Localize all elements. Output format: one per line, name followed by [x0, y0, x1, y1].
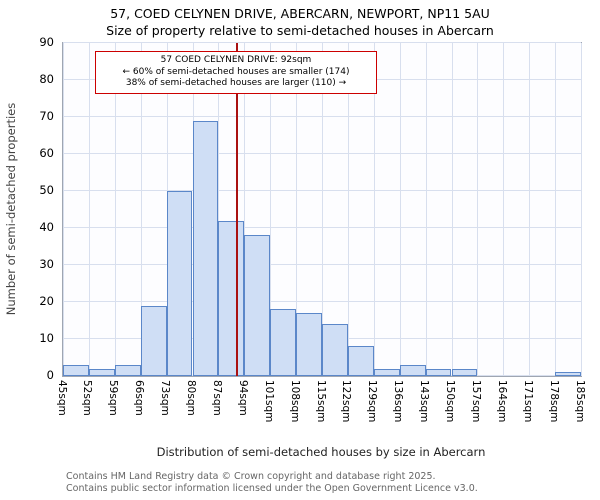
v-gridline — [88, 43, 90, 376]
x-tick-label: 122sqm — [340, 380, 353, 423]
annotation-line-3: 38% of semi-detached houses are larger (… — [125, 78, 347, 89]
x-tick-label: 108sqm — [288, 380, 301, 423]
x-tick-label: 94sqm — [236, 380, 249, 416]
v-gridline — [581, 43, 582, 376]
x-tick-label: 164sqm — [495, 380, 508, 423]
v-gridline — [347, 43, 349, 376]
x-tick-label: 185sqm — [573, 380, 586, 423]
x-tick-label: 143sqm — [418, 380, 431, 423]
x-tick-label: 59sqm — [107, 380, 120, 416]
footer-line-1: Contains HM Land Registry data © Crown c… — [66, 471, 436, 482]
x-tick-label: 45sqm — [55, 380, 68, 416]
v-gridline — [296, 43, 298, 376]
x-tick-label: 136sqm — [392, 380, 405, 423]
y-tick-label: 80 — [39, 72, 54, 86]
x-tick-label: 178sqm — [547, 380, 560, 423]
bar-59sqm — [114, 364, 141, 376]
v-gridline — [244, 43, 246, 376]
annotation-line-1: 57 COED CELYNEN DRIVE: 92sqm — [160, 55, 312, 65]
x-tick-label: 101sqm — [262, 380, 275, 423]
footer: Contains HM Land Registry data © Crown c… — [66, 471, 478, 495]
bar-101sqm — [270, 309, 297, 376]
x-tick-label: 87sqm — [210, 380, 223, 416]
bar-178sqm — [555, 372, 581, 376]
v-gridline — [529, 43, 531, 376]
bar-66sqm — [140, 305, 167, 376]
y-tick-label: 90 — [39, 35, 54, 49]
y-tick-label: 0 — [46, 368, 54, 382]
x-axis-title: Distribution of semi-detached houses by … — [156, 445, 486, 459]
y-tick-label: 40 — [39, 220, 54, 234]
bar-115sqm — [322, 324, 348, 376]
footer-line-2: Contains public sector information licen… — [66, 482, 478, 494]
bar-129sqm — [373, 368, 400, 376]
v-gridline — [140, 43, 142, 376]
bar-136sqm — [399, 364, 426, 376]
bar-80sqm — [192, 120, 219, 376]
y-tick-label: 50 — [39, 183, 54, 197]
y-axis-title: Number of semi-detached properties — [4, 102, 18, 315]
x-tick-label: 129sqm — [366, 380, 379, 423]
x-tick-label: 80sqm — [185, 380, 197, 416]
y-axis-title-wrap: Number of semi-detached properties — [0, 42, 22, 375]
y-tick-label: 10 — [39, 331, 54, 345]
bar-45sqm — [63, 364, 89, 376]
v-gridline — [425, 43, 427, 376]
plot-area: 57 COED CELYNEN DRIVE: 92sqm ← 60% of se… — [62, 42, 582, 377]
bar-150sqm — [451, 368, 478, 376]
v-gridline — [451, 43, 453, 376]
annotation-line-2: ← 60% of semi-detached houses are smalle… — [122, 66, 350, 77]
annotation-box: 57 COED CELYNEN DRIVE: 92sqm ← 60% of se… — [95, 51, 377, 95]
y-tick-label: 20 — [39, 294, 54, 308]
v-gridline — [218, 43, 220, 376]
bar-108sqm — [296, 313, 322, 376]
v-gridline — [114, 43, 116, 376]
v-gridline — [477, 43, 479, 376]
x-tick-label: 66sqm — [133, 380, 146, 416]
v-gridline — [503, 43, 505, 376]
v-gridline — [63, 43, 64, 376]
x-tick-label: 171sqm — [521, 380, 534, 423]
x-tick-label: 73sqm — [159, 380, 172, 416]
x-tick-label: 115sqm — [314, 380, 327, 423]
y-tick-label: 60 — [39, 146, 54, 160]
y-tick-label: 30 — [39, 257, 54, 271]
x-tick-label: 52sqm — [81, 380, 94, 416]
x-tick-label: 150sqm — [444, 380, 456, 423]
v-gridline — [270, 43, 272, 376]
bar-73sqm — [166, 191, 193, 376]
bar-94sqm — [244, 235, 271, 376]
property-marker-line — [235, 43, 238, 376]
v-gridline — [373, 43, 375, 376]
bar-87sqm — [218, 220, 245, 376]
bar-143sqm — [425, 368, 452, 376]
h-gridline — [63, 42, 581, 43]
x-tick-label: 157sqm — [469, 380, 482, 423]
y-tick-label: 70 — [39, 109, 54, 123]
bar-52sqm — [88, 368, 115, 376]
v-gridline — [555, 43, 557, 376]
bar-122sqm — [347, 346, 374, 376]
chart-title: 57, COED CELYNEN DRIVE, ABERCARN, NEWPOR… — [110, 6, 490, 21]
v-gridline — [399, 43, 401, 376]
chart-subtitle: Size of property relative to semi-detach… — [106, 23, 494, 38]
v-gridline — [322, 43, 323, 376]
